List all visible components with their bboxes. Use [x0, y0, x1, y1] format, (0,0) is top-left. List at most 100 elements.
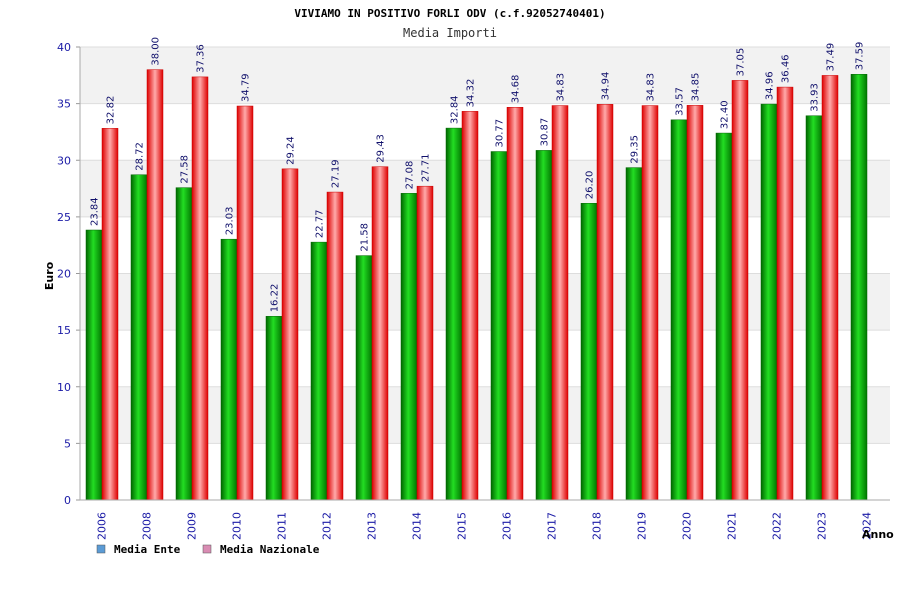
- legend-label: Media Ente: [114, 543, 181, 556]
- data-label: 37.59: [855, 42, 866, 71]
- bar-media-nazionale: [731, 80, 749, 501]
- bar-media-ente: [490, 151, 508, 501]
- bar-media-ente: [130, 174, 148, 501]
- x-tick-label: 2022: [771, 512, 784, 540]
- y-tick-label: 35: [57, 98, 71, 111]
- data-label: 16.22: [270, 284, 281, 313]
- y-tick-label: 10: [57, 381, 71, 394]
- plot-band: [80, 273, 890, 331]
- x-tick-label: 2016: [501, 512, 514, 540]
- bar-media-ente: [310, 241, 328, 501]
- data-label: 27.19: [331, 159, 342, 188]
- data-label: 27.08: [405, 161, 416, 190]
- x-tick-label: 2013: [366, 512, 379, 540]
- data-label: 30.87: [540, 118, 551, 147]
- y-tick-label: 15: [57, 324, 71, 337]
- bar-media-nazionale: [506, 106, 524, 501]
- bar-media-nazionale: [596, 104, 614, 501]
- data-label: 33.57: [675, 87, 686, 116]
- x-tick-label: 2010: [231, 512, 244, 540]
- data-label: 32.84: [450, 95, 461, 124]
- bar-media-ente: [535, 150, 553, 501]
- x-tick-label: 2006: [96, 512, 109, 540]
- data-label: 34.94: [601, 72, 612, 101]
- bar-media-nazionale: [686, 105, 704, 501]
- bar-media-ente: [580, 203, 598, 501]
- data-label: 22.77: [315, 209, 326, 238]
- data-label: 38.00: [151, 37, 162, 66]
- y-tick-label: 30: [57, 154, 71, 167]
- bar-media-ente: [670, 119, 688, 501]
- data-label: 27.58: [180, 155, 191, 184]
- legend-swatch: [202, 544, 212, 554]
- bar-media-nazionale: [146, 69, 164, 501]
- x-tick-label: 2023: [816, 512, 829, 540]
- bar-media-nazionale: [371, 166, 389, 501]
- data-label: 26.20: [585, 171, 596, 200]
- bar-media-ente: [220, 238, 238, 501]
- x-tick-label: 2021: [726, 512, 739, 540]
- data-label: 23.84: [90, 197, 101, 226]
- data-label: 37.05: [736, 48, 747, 77]
- y-axis-label: Euro: [43, 261, 56, 290]
- data-label: 36.46: [781, 54, 792, 83]
- x-tick-label: 2015: [456, 512, 469, 540]
- data-label: 23.03: [225, 207, 236, 236]
- legend-label: Media Nazionale: [220, 543, 320, 556]
- x-tick-label: 2012: [321, 512, 334, 540]
- plot-band: [80, 443, 890, 500]
- bar-media-nazionale: [236, 105, 254, 501]
- bar-media-nazionale: [776, 86, 794, 501]
- data-label: 34.32: [466, 79, 477, 108]
- plot-band: [80, 386, 890, 444]
- bar-media-ente: [400, 193, 418, 501]
- bar-media-nazionale: [281, 168, 299, 501]
- x-tick-label: 2019: [636, 512, 649, 540]
- bar-media-nazionale: [461, 111, 479, 501]
- data-label: 29.24: [286, 136, 297, 165]
- y-tick-label: 40: [57, 41, 71, 54]
- plot-band: [80, 330, 890, 387]
- bar-media-nazionale: [326, 191, 344, 501]
- axes: 0 5 10 15 20 25 30 35 40 2006 2008 2009 2010 2011 2012…: [57, 41, 890, 540]
- data-label: 34.85: [691, 73, 702, 102]
- x-tick-label: 2018: [591, 512, 604, 540]
- plot-band: [80, 216, 890, 274]
- x-tick-label: 2020: [681, 512, 694, 540]
- legend: Media Ente Media Nazionale: [96, 543, 320, 556]
- data-label: 28.72: [135, 142, 146, 171]
- chart-title: VIVIAMO IN POSITIVO FORLI ODV (c.f.92052…: [294, 7, 605, 20]
- plot-band: [80, 47, 890, 104]
- x-tick-label: 2011: [276, 512, 289, 540]
- data-label: 33.93: [810, 83, 821, 112]
- data-label: 34.83: [556, 73, 567, 102]
- x-tick-label: 2009: [186, 512, 199, 540]
- bar-media-nazionale: [101, 128, 119, 501]
- data-label: 32.40: [720, 100, 731, 129]
- bar-media-ente: [715, 132, 733, 501]
- data-label: 27.71: [421, 154, 432, 183]
- bar-media-nazionale: [191, 76, 209, 501]
- bar-media-nazionale: [821, 75, 839, 501]
- bar-media-ente: [850, 74, 868, 501]
- bar-media-ente: [265, 316, 283, 501]
- plot-area: [80, 47, 890, 500]
- x-tick-label: 2008: [141, 512, 154, 540]
- bar-media-ente: [760, 103, 778, 501]
- data-label: 34.83: [646, 73, 657, 102]
- bar-media-ente: [355, 255, 373, 501]
- data-label: 29.43: [376, 134, 387, 163]
- data-label: 21.58: [360, 223, 371, 252]
- data-label: 32.82: [106, 96, 117, 125]
- data-label: 34.68: [511, 75, 522, 104]
- x-tick-label: 2014: [411, 512, 424, 540]
- bar-media-ente: [805, 115, 823, 501]
- data-label: 37.49: [826, 43, 837, 72]
- data-label: 34.79: [241, 73, 252, 102]
- bar-media-ente: [175, 187, 193, 501]
- data-label: 29.35: [630, 135, 641, 164]
- data-label: 37.36: [196, 44, 207, 73]
- bar-media-ente: [85, 229, 103, 501]
- bar-media-ente: [445, 127, 463, 501]
- chart-subtitle: Media Importi: [403, 26, 497, 40]
